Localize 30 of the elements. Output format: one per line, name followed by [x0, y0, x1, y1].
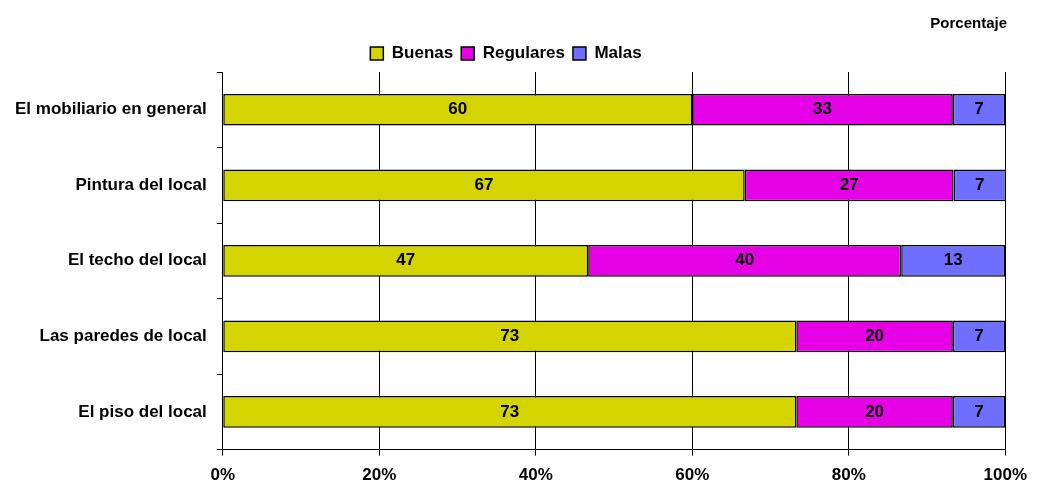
data-label: 7 [975, 174, 985, 194]
data-label: 73 [500, 326, 520, 346]
y-tick-label: El piso del local [78, 401, 207, 421]
data-label: 33 [813, 99, 833, 119]
data-label: 73 [500, 401, 520, 421]
data-label: 20 [865, 401, 885, 421]
y-tick-label: Pintura del local [75, 174, 207, 194]
y-tick-label: Las paredes de local [39, 326, 207, 346]
legend-label: Regulares [482, 43, 565, 63]
x-tick-label: 0% [210, 465, 236, 485]
data-label: 13 [943, 250, 963, 270]
data-label: 27 [839, 174, 859, 194]
data-label: 7 [974, 99, 984, 119]
legend-label: Buenas [391, 43, 454, 63]
x-tick-label: 40% [518, 465, 553, 485]
data-label: 7 [974, 401, 984, 421]
data-label: 20 [865, 326, 885, 346]
y-tick-label: El techo del local [67, 250, 207, 270]
chart-title: Porcentaje [930, 14, 1007, 32]
x-tick-label: 60% [675, 465, 710, 485]
x-tick-label: 80% [831, 465, 866, 485]
y-tick-label: El mobiliario en general [14, 99, 207, 119]
data-label: 40 [735, 250, 755, 270]
x-tick-label: 100% [983, 465, 1027, 485]
data-label: 7 [974, 326, 984, 346]
data-label: 67 [474, 174, 494, 194]
x-tick-label: 20% [362, 465, 397, 485]
legend-label: Malas [594, 43, 642, 63]
data-label: 60 [448, 99, 468, 119]
data-label: 47 [396, 250, 416, 270]
